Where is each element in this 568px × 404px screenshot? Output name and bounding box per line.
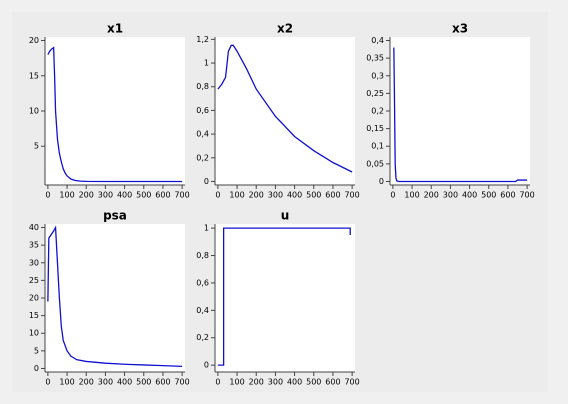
x-tick-label: 100 bbox=[404, 191, 419, 200]
x-tick-label: 0 bbox=[45, 191, 50, 200]
y-tick-label: 0,4 bbox=[196, 306, 209, 315]
y-tick-label: 0,4 bbox=[196, 130, 209, 139]
x-tick-label: 700 bbox=[174, 191, 189, 200]
x-tick-label: 0 bbox=[390, 191, 395, 200]
y-tick-label: 15 bbox=[29, 71, 39, 80]
x-tick-label: 700 bbox=[519, 191, 534, 200]
y-tick-label: 0 bbox=[204, 361, 209, 370]
x-tick-label: 100 bbox=[229, 378, 244, 387]
plot-area bbox=[215, 37, 355, 185]
x-tick-label: 0 bbox=[215, 378, 220, 387]
data-line bbox=[393, 47, 528, 183]
x-tick-label: 100 bbox=[229, 191, 244, 200]
y-tick-label: 0,35 bbox=[366, 54, 384, 63]
y-tick-label: 25 bbox=[29, 276, 39, 285]
y-tick-label: 0,8 bbox=[196, 251, 209, 260]
x-tick-label: 200 bbox=[79, 378, 94, 387]
x-tick-label: 500 bbox=[306, 378, 321, 387]
y-tick-label: 0,6 bbox=[196, 106, 209, 115]
y-tick-label: 15 bbox=[29, 311, 39, 320]
y-tick-label: 5 bbox=[34, 142, 39, 151]
x-tick-label: 600 bbox=[155, 378, 170, 387]
y-tick-label: 10 bbox=[29, 329, 39, 338]
x-tick-label: 600 bbox=[500, 191, 515, 200]
x-tick-label: 200 bbox=[79, 191, 94, 200]
x-tick-label: 400 bbox=[117, 378, 132, 387]
y-tick-label: 0,4 bbox=[371, 36, 384, 45]
x-tick-label: 400 bbox=[117, 191, 132, 200]
y-tick-label: 0,2 bbox=[196, 333, 209, 342]
x-tick-label: 600 bbox=[155, 191, 170, 200]
chart-title: x2 bbox=[277, 22, 293, 36]
y-tick-label: 1,2 bbox=[196, 35, 209, 44]
x-tick-label: 400 bbox=[462, 191, 477, 200]
y-tick-label: 0,8 bbox=[196, 82, 209, 91]
y-tick-label: 35 bbox=[29, 241, 39, 250]
x-tick-label: 100 bbox=[59, 191, 74, 200]
x-tick-label: 200 bbox=[424, 191, 439, 200]
x-tick-label: 700 bbox=[344, 191, 359, 200]
x-tick-label: 500 bbox=[136, 378, 151, 387]
y-tick-label: 0 bbox=[379, 177, 384, 186]
x-tick-label: 200 bbox=[249, 191, 264, 200]
y-tick-label: 30 bbox=[29, 258, 39, 267]
y-tick-label: 0,05 bbox=[366, 159, 384, 168]
y-tick-label: 10 bbox=[29, 107, 39, 116]
y-tick-label: 1 bbox=[204, 59, 209, 68]
x-tick-label: 100 bbox=[59, 378, 74, 387]
x-tick-label: 300 bbox=[268, 191, 283, 200]
chart-title: u bbox=[281, 209, 290, 223]
y-tick-label: 5 bbox=[34, 346, 39, 355]
x-tick-label: 400 bbox=[287, 378, 302, 387]
x-tick-label: 300 bbox=[98, 191, 113, 200]
plot-area bbox=[45, 37, 185, 185]
x-tick-label: 700 bbox=[344, 378, 359, 387]
plot-area bbox=[390, 37, 530, 185]
y-tick-label: 0,1 bbox=[371, 142, 384, 151]
x-tick-label: 700 bbox=[174, 378, 189, 387]
x-tick-label: 300 bbox=[98, 378, 113, 387]
y-tick-label: 0,6 bbox=[196, 278, 209, 287]
y-tick-label: 1 bbox=[204, 224, 209, 233]
x-tick-label: 0 bbox=[215, 191, 220, 200]
data-line bbox=[47, 46, 183, 183]
data-line bbox=[47, 225, 183, 368]
y-tick-label: 0,15 bbox=[366, 124, 384, 133]
x-tick-label: 200 bbox=[249, 378, 264, 387]
x-tick-label: 500 bbox=[481, 191, 496, 200]
chart-title: psa bbox=[103, 209, 127, 223]
y-tick-label: 0,2 bbox=[371, 107, 384, 116]
chart-title: x1 bbox=[107, 22, 123, 36]
plot-area bbox=[45, 224, 185, 372]
y-tick-label: 40 bbox=[29, 223, 39, 232]
y-tick-label: 0 bbox=[204, 177, 209, 186]
y-tick-label: 0,25 bbox=[366, 89, 384, 98]
x-tick-label: 600 bbox=[325, 378, 340, 387]
y-tick-label: 0,3 bbox=[371, 71, 384, 80]
y-tick-label: 20 bbox=[29, 294, 39, 303]
x-tick-label: 300 bbox=[268, 378, 283, 387]
chart-title: x3 bbox=[452, 22, 468, 36]
x-tick-label: 400 bbox=[287, 191, 302, 200]
y-tick-label: 20 bbox=[29, 36, 39, 45]
data-line bbox=[217, 44, 353, 173]
x-tick-label: 300 bbox=[443, 191, 458, 200]
data-line bbox=[217, 227, 351, 366]
x-tick-label: 500 bbox=[306, 191, 321, 200]
plot-area bbox=[215, 224, 355, 372]
x-tick-label: 500 bbox=[136, 191, 151, 200]
x-tick-label: 600 bbox=[325, 191, 340, 200]
x-tick-label: 0 bbox=[45, 378, 50, 387]
y-tick-label: 0,2 bbox=[196, 153, 209, 162]
y-tick-label: 0 bbox=[34, 364, 39, 373]
